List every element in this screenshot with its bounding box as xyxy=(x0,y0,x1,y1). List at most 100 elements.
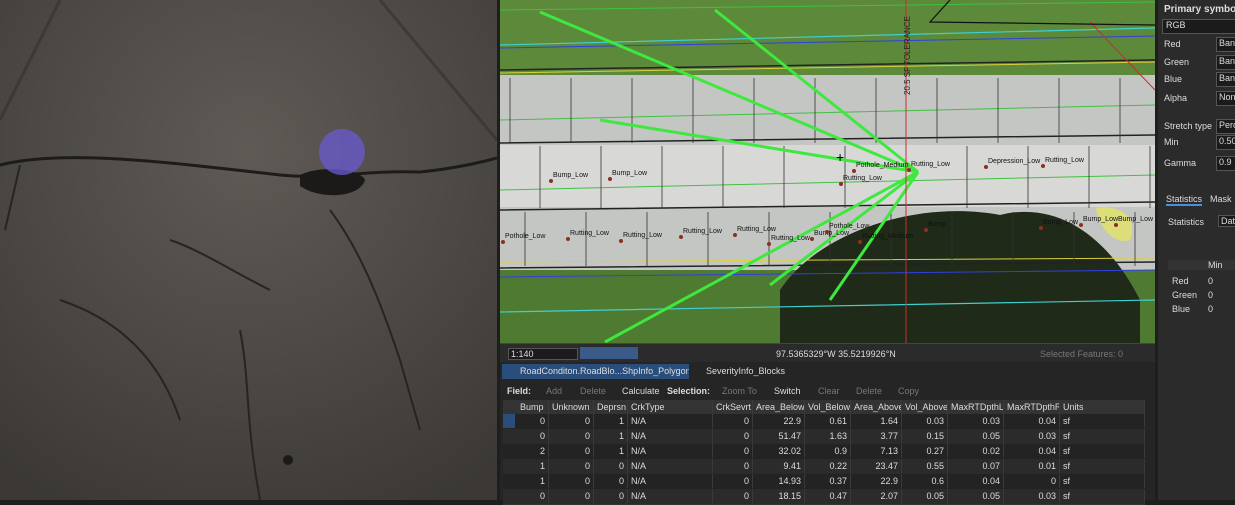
feature-point[interactable] xyxy=(984,165,988,169)
feature-point[interactable] xyxy=(1114,223,1118,227)
feature-point[interactable] xyxy=(501,240,505,244)
pane-title: Primary symbolo xyxy=(1164,4,1235,15)
cell: N/A xyxy=(628,444,713,458)
feature-point[interactable] xyxy=(852,169,856,173)
cell: N/A xyxy=(628,414,713,428)
column-header[interactable]: Deprsn xyxy=(594,400,628,414)
feature-label: Rutting_Low xyxy=(570,230,610,237)
column-header[interactable]: Vol_Above xyxy=(902,400,948,414)
cell: 9.41 xyxy=(753,459,805,473)
attribute-table: Bump Unknown Deprsn CrkType CrkSevrt Area_Bel… xyxy=(503,400,1145,505)
column-header[interactable]: CrkSevrt xyxy=(713,400,753,414)
button[interactable]: Zoom To xyxy=(722,386,757,396)
cell: 0.27 xyxy=(902,444,948,458)
column-header[interactable]: CrkType xyxy=(628,400,713,414)
button[interactable]: Clear xyxy=(818,386,840,396)
button[interactable]: Calculate xyxy=(622,386,660,396)
vertical-label: 20.5 SF TOLERANCE xyxy=(903,16,912,95)
table-row[interactable]: 0 0 0 N/A 0 18.15 0.47 2.07 0.05 0.05 0.03 sf xyxy=(503,489,1145,505)
column-header[interactable]: Area_Below xyxy=(753,400,805,414)
road-photo xyxy=(0,0,497,500)
cell: 0.55 xyxy=(902,459,948,473)
column-header[interactable]: MaxRTDpthL xyxy=(948,400,1004,414)
column-header[interactable]: Area_Above xyxy=(851,400,902,414)
field-value[interactable]: Band xyxy=(1216,37,1235,52)
feature-point[interactable] xyxy=(549,179,553,183)
tab[interactable]: Statistics xyxy=(1166,194,1203,206)
cell: 0 xyxy=(594,489,628,503)
cell: sf xyxy=(1060,474,1145,488)
cell: 0.61 xyxy=(805,414,851,428)
feature-point[interactable] xyxy=(767,242,771,246)
field-value[interactable]: Banc xyxy=(1216,55,1235,70)
table-row[interactable]: 2 0 1 N/A 0 32.02 0.9 7.13 0.27 0.02 0.04 sf xyxy=(503,444,1145,460)
cell: 1 xyxy=(517,474,549,488)
feature-label: Rutting_Low xyxy=(843,175,883,182)
column-header[interactable]: Units xyxy=(1060,400,1145,414)
table-row[interactable]: 0 0 1 N/A 0 51.47 1.63 3.77 0.15 0.05 0.03 sf xyxy=(503,429,1145,445)
feature-label: Bump_Low xyxy=(1118,216,1154,223)
feature-label: Bump_Low xyxy=(612,170,648,177)
cell: 2 xyxy=(517,444,549,458)
dropdown[interactable]: Dat xyxy=(1218,215,1235,227)
button[interactable]: Copy xyxy=(898,386,920,396)
row-label: Green xyxy=(1172,290,1198,300)
button[interactable]: Delete xyxy=(856,386,883,396)
cell: 0 xyxy=(594,459,628,473)
feature-label: Bump xyxy=(928,221,946,228)
column-header[interactable]: Bump xyxy=(517,400,549,414)
column-header[interactable]: Vol_Below xyxy=(805,400,851,414)
field-value[interactable]: Non xyxy=(1216,91,1235,106)
field-value[interactable]: Perc xyxy=(1216,119,1235,134)
field-value[interactable]: 0.50 xyxy=(1216,135,1235,150)
feature-label: Bump_Low xyxy=(1083,216,1119,223)
nav-tools[interactable] xyxy=(580,347,638,359)
feature-label: Rutting_Low xyxy=(1045,157,1085,164)
feature-point[interactable] xyxy=(1041,164,1045,168)
tab[interactable]: RoadConditon.RoadBlo...ShpInfo_Polygon xyxy=(502,364,689,379)
feature-point[interactable] xyxy=(907,168,911,172)
cell: 0.05 xyxy=(948,489,1004,503)
feature-point[interactable] xyxy=(825,230,829,234)
cell: 0.9 xyxy=(805,444,851,458)
cell: sf xyxy=(1060,489,1145,503)
feature-point[interactable] xyxy=(619,239,623,243)
scale[interactable]: 1:140 xyxy=(508,348,578,360)
cell: 1 xyxy=(517,459,549,473)
table-row[interactable]: 0 0 1 N/A 0 22.9 0.61 1.64 0.03 0.03 0.04 sf xyxy=(503,414,1145,430)
button[interactable]: Switch xyxy=(774,386,801,396)
table-row[interactable]: 1 0 0 N/A 0 14.93 0.37 22.9 0.6 0.04 0 sf xyxy=(503,474,1145,490)
cell: 0 xyxy=(549,489,594,503)
feature-point[interactable] xyxy=(924,228,928,232)
feature-point[interactable] xyxy=(1039,226,1043,230)
feature-label: Rutting_Low xyxy=(683,228,723,235)
field-value[interactable]: Banc xyxy=(1216,72,1235,87)
field-label: Alpha xyxy=(1164,93,1188,103)
cell: N/A xyxy=(628,429,713,443)
feature-point[interactable] xyxy=(839,182,843,186)
label: Field: xyxy=(507,386,531,396)
feature-point[interactable] xyxy=(566,237,570,241)
map-view[interactable]: + Bump_Low Bump_LowPothole_MediumRutting_… xyxy=(500,0,1155,343)
cell: 0.47 xyxy=(805,489,851,503)
feature-label: Rutting_Medium xyxy=(862,233,913,240)
button[interactable]: Delete xyxy=(580,386,607,396)
tab[interactable]: SeverityInfo_Blocks xyxy=(706,366,786,376)
cell: 0 xyxy=(517,489,549,503)
field-value[interactable]: 0.9 xyxy=(1216,156,1235,171)
table-row[interactable]: 1 0 0 N/A 0 9.41 0.22 23.47 0.55 0.07 0.01 sf xyxy=(503,459,1145,475)
feature-point[interactable] xyxy=(858,240,862,244)
cell: 0 xyxy=(713,489,753,503)
column-header[interactable]: MaxRTDpthR xyxy=(1004,400,1060,414)
column-header[interactable]: Unknown xyxy=(549,400,594,414)
tab[interactable]: Mask xyxy=(1210,194,1232,204)
button[interactable]: Add xyxy=(546,386,563,396)
renderer[interactable]: RGB xyxy=(1162,19,1235,34)
feature-point[interactable] xyxy=(608,177,612,181)
feature-point[interactable] xyxy=(679,235,683,239)
cell: sf xyxy=(1060,459,1145,473)
feature-point[interactable] xyxy=(733,233,737,237)
feature-point[interactable] xyxy=(810,237,814,241)
feature-point[interactable] xyxy=(1079,223,1083,227)
label: Statistics xyxy=(1168,217,1205,227)
